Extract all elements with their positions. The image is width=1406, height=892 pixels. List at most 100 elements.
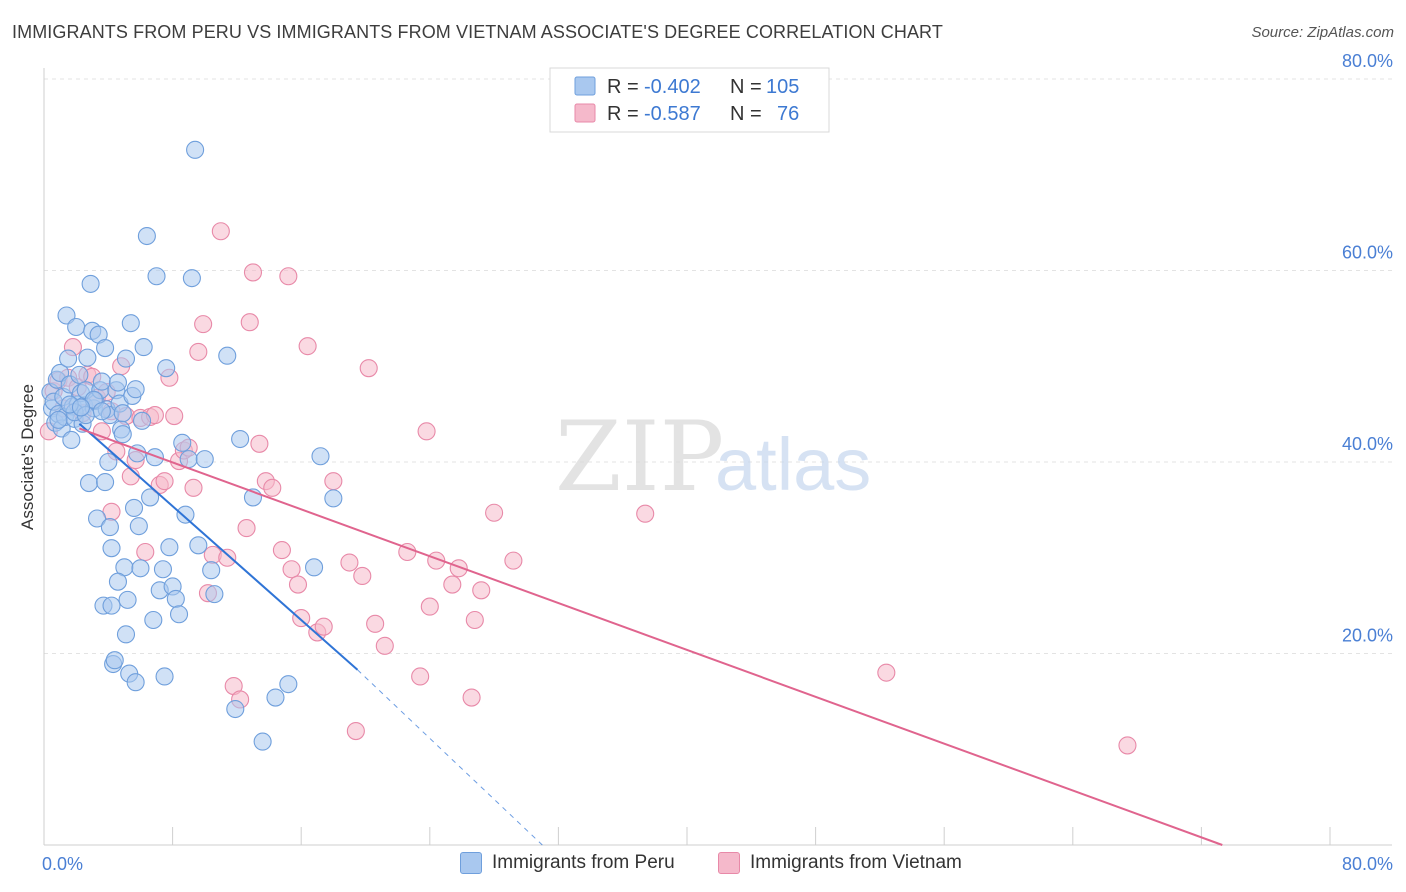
series-legend: Immigrants from Peru Immigrants from Vie… [0,848,1406,880]
vietnam-point [243,263,263,282]
peru-point [70,365,89,384]
legend-peru-n-label: N = [730,76,762,98]
vietnam-point [346,722,365,741]
peru-point [157,359,176,378]
peru-point [166,589,185,608]
legend-label-peru: Immigrants from Peru [492,852,675,873]
legend-vietnam-n-value: 76 [777,103,799,125]
legend-swatch-peru-bottom [460,852,482,874]
peru-point [176,505,195,524]
grid-lines [44,78,1392,654]
peru-point [121,314,140,333]
peru-point [87,509,107,528]
vietnam-point [211,222,230,241]
peru-point [116,625,136,644]
vietnam-point [136,542,155,562]
vietnam-point [411,667,430,686]
y-tick-labels: 20.0% 40.0% 60.0% 80.0% [1342,51,1393,646]
peru-point [105,651,124,670]
y-axis-label: Associate's Degree [18,384,37,530]
peru-point [126,380,145,399]
y-tick-label: 20.0% [1342,626,1393,646]
peru-point [96,339,115,358]
vietnam-point [420,597,439,616]
vietnam-point [449,559,468,578]
legend-vietnam-n-label: N = [730,103,762,125]
peru-point [169,605,189,624]
peru-point [126,673,145,692]
vietnam-point [263,478,282,497]
vietnam-point [288,575,308,594]
x-tick-labels: 0.0% 80.0% [42,854,1393,874]
peru-point [186,140,205,159]
peru-point [179,450,198,469]
watermark-atlas: atlas [715,423,871,506]
y-tick-label: 80.0% [1342,51,1393,71]
vietnam-point [465,610,484,630]
peru-point [155,667,174,686]
peru-point [113,425,132,444]
legend-swatch-vietnam [574,103,596,123]
peru-point [145,448,164,467]
watermark-zip: ZIP [555,401,724,513]
peru-point [253,732,272,751]
legend-item-vietnam: Immigrants from Vietnam [718,852,962,874]
peru-point [189,536,208,555]
peru-point [133,411,152,430]
vietnam-point [282,560,301,579]
source-label: Source: ZipAtlas.com [1251,24,1394,41]
legend-swatch-vietnam-bottom [718,852,740,874]
peru-point [147,267,166,286]
peru-point [71,398,91,417]
peru-point [202,561,221,580]
vietnam-point [366,614,385,633]
peru-point [131,559,150,578]
vietnam-point [324,472,343,491]
vietnam-point [237,519,256,538]
peru-point [102,596,121,615]
vietnam-point [877,663,896,682]
peru-trend-extension [357,669,543,846]
vietnam-point [636,504,655,523]
vietnam-point [504,551,523,570]
peru-point [118,590,137,609]
peru-point [173,433,192,452]
vietnam-point [279,267,298,286]
peru-point [113,404,132,423]
peru-point [96,473,115,492]
vietnam-point [485,503,504,522]
peru-point [218,346,237,365]
legend-vietnam-r-value: -0.587 [644,103,701,125]
vietnam-point [353,566,372,585]
watermark: ZIP atlas [555,401,871,513]
peru-point [59,349,78,368]
peru-point [124,498,144,518]
legend-swatch-peru [574,76,596,96]
legend-peru-n-value: 105 [766,76,799,98]
y-tick-label: 40.0% [1342,434,1393,454]
peru-trend-line [78,422,359,671]
vietnam-point [218,548,237,567]
x-tick-marks [172,827,1331,845]
peru-point [226,699,245,719]
vietnam-point [298,337,317,356]
legend-peru-r-value: -0.402 [644,76,701,98]
peru-point [231,429,250,449]
vietnam-point [1118,736,1137,755]
vietnam-point [340,553,359,572]
peru-point [141,488,160,507]
vietnam-point [292,609,311,628]
legend-vietnam-r-label: R = [607,103,639,125]
legend-label-vietnam: Immigrants from Vietnam [750,852,962,873]
vietnam-point [417,422,436,441]
peru-point [116,349,136,368]
peru-point [279,675,298,694]
axes [43,68,1392,846]
y-tick-label: 60.0% [1342,243,1393,263]
vietnam-point [462,688,481,707]
peru-point [108,373,127,392]
peru-point [79,474,99,493]
peru-point [137,226,156,246]
peru-point [144,610,163,630]
peru-point [305,558,324,577]
